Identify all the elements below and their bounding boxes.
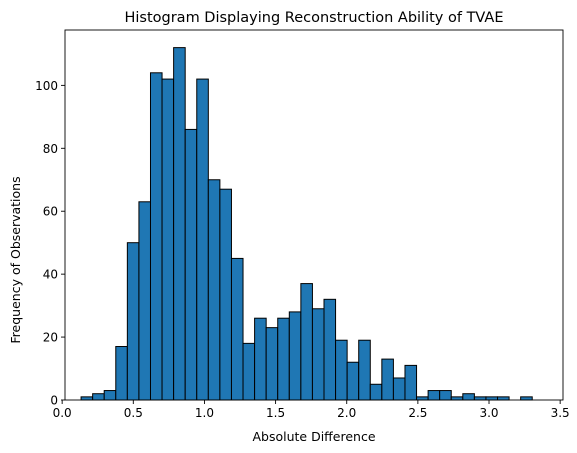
histogram-bar — [346, 361, 360, 401]
histogram-bar — [335, 339, 348, 401]
histogram-bar — [450, 396, 464, 401]
histogram-bar — [497, 396, 510, 401]
histogram-bar — [311, 308, 325, 401]
histogram-bar — [473, 396, 487, 401]
histogram-bar — [520, 396, 533, 401]
histogram-bar — [300, 283, 313, 401]
histogram-bar — [427, 390, 441, 401]
y-tick-label: 20 — [43, 331, 58, 345]
histogram-bar — [485, 396, 499, 401]
histogram-bar — [254, 317, 267, 401]
y-tick-label: 80 — [43, 142, 58, 156]
histogram-bar — [323, 298, 337, 401]
histogram-bar — [115, 346, 128, 401]
histogram-bar — [369, 383, 383, 401]
x-tick-label: 1.5 — [266, 406, 285, 420]
histogram-bar — [80, 396, 94, 401]
x-axis-ticks: 0.0 0.5 1.0 1.5 2.0 2.5 3.0 3.5 — [53, 400, 570, 420]
histogram-bar — [161, 78, 175, 401]
histogram-bar — [103, 390, 117, 401]
histogram-bar — [196, 78, 209, 401]
histogram-bar — [173, 47, 186, 401]
x-tick-label: 3.0 — [479, 406, 498, 420]
x-tick-label: 2.0 — [337, 406, 356, 420]
histogram-bar — [184, 128, 198, 401]
histogram-bar — [149, 72, 163, 401]
histogram-bar — [381, 358, 394, 401]
histogram-bar — [230, 257, 244, 401]
histogram-bar — [288, 311, 302, 401]
histogram-bars — [80, 47, 533, 401]
chart-title: Histogram Displaying Reconstruction Abil… — [124, 10, 503, 26]
y-tick-label: 40 — [43, 268, 58, 282]
y-axis-label: Frequency of Observations — [8, 176, 23, 343]
y-tick-label: 0 — [50, 394, 58, 408]
x-tick-label: 2.5 — [408, 406, 427, 420]
x-tick-label: 3.5 — [551, 406, 570, 420]
histogram-bar — [462, 393, 475, 401]
histogram-bar — [219, 188, 232, 401]
histogram-bar — [404, 364, 418, 401]
y-tick-label: 60 — [43, 205, 58, 219]
histogram-bar — [277, 317, 290, 401]
histogram-bar — [392, 377, 406, 401]
x-axis-label: Absolute Difference — [252, 429, 375, 444]
histogram-bar — [416, 396, 429, 401]
histogram-bar — [126, 242, 140, 401]
histogram-bar — [207, 179, 221, 401]
histogram-bar — [242, 342, 256, 401]
histogram-bar — [358, 339, 371, 401]
x-tick-label: 0.0 — [53, 406, 72, 420]
plot-frame — [64, 29, 564, 401]
y-tick-label: 100 — [35, 79, 58, 93]
histogram-bar — [439, 390, 452, 401]
histogram-bar — [138, 201, 151, 401]
histogram-bar — [265, 327, 279, 401]
histogram-bar — [92, 393, 105, 401]
x-tick-label: 1.0 — [195, 406, 214, 420]
x-tick-label: 0.5 — [124, 406, 143, 420]
y-axis-ticks: 0 20 40 60 80 100 — [35, 79, 65, 408]
